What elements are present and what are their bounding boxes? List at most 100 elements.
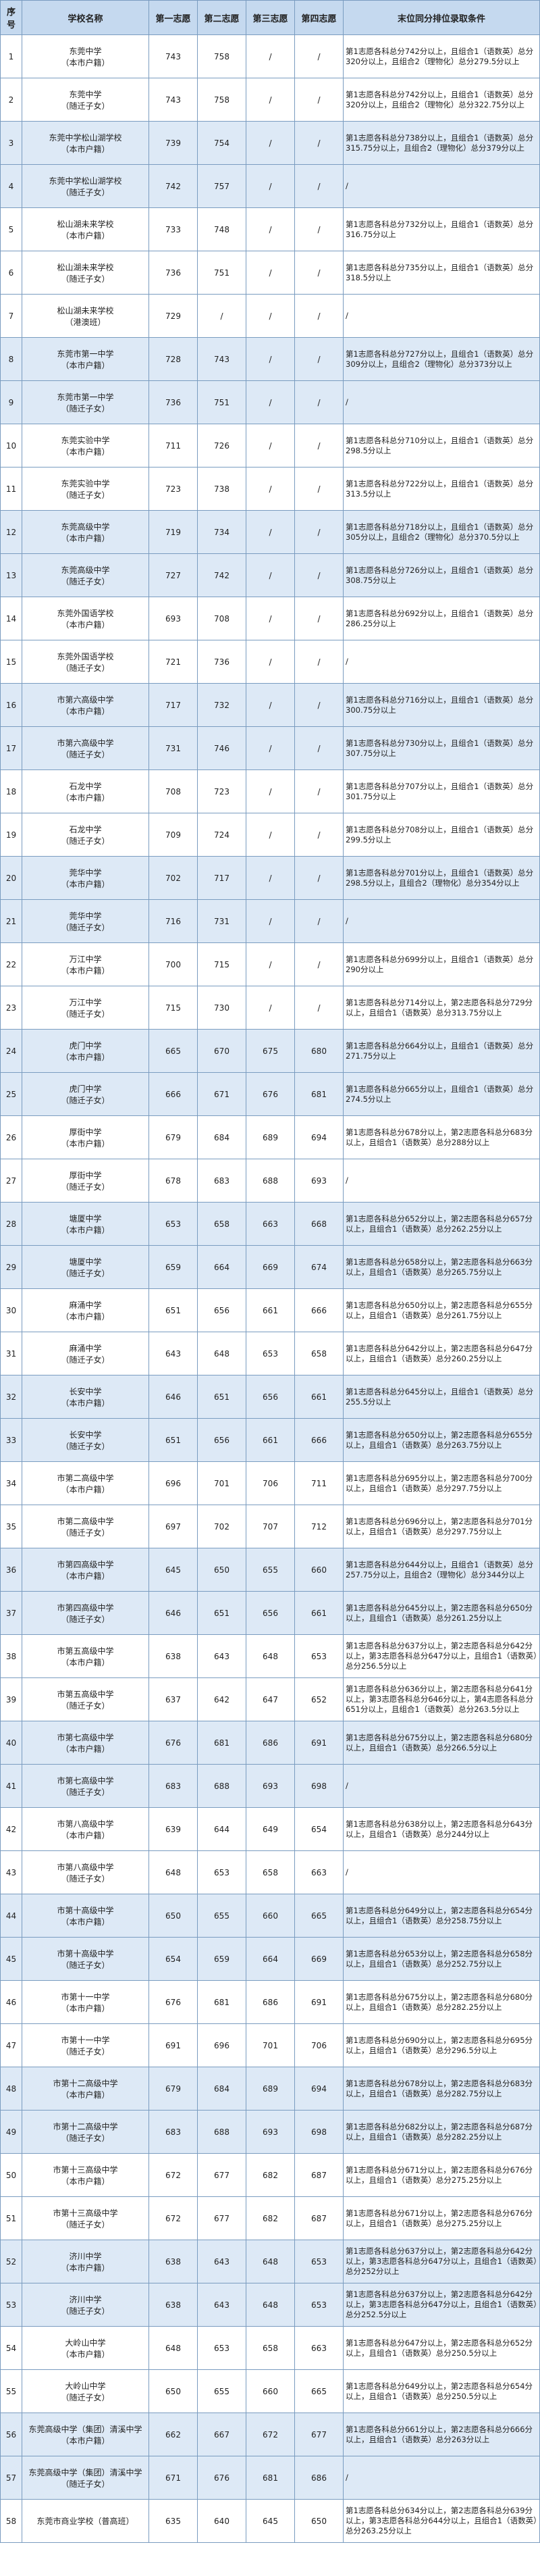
score-cell: 733: [148, 207, 198, 251]
score-cell: /: [246, 553, 295, 597]
school: 麻涌中学: [69, 1300, 102, 1310]
score-cell: 672: [148, 2153, 198, 2197]
row-number: 46: [0, 1980, 22, 2024]
household-type: （本市户籍）: [61, 1225, 110, 1235]
school: 市第七高级中学: [57, 1775, 114, 1786]
school: 东莞高级中学（集团）清溪中学: [28, 2424, 142, 2434]
score-cell: 650: [148, 1894, 198, 1938]
condition-cell: 第1志愿各科总分637分以上，第2志愿各科总分642分以上，第3志愿各科总分64…: [343, 2240, 540, 2283]
score-cell: 751: [197, 380, 246, 424]
score-cell: /: [246, 597, 295, 640]
row-number: 52: [0, 2240, 22, 2283]
household-type: （本市户籍）: [61, 965, 110, 976]
score-cell: /: [294, 337, 344, 381]
score-cell: 672: [246, 2413, 295, 2456]
score-cell: 677: [197, 2153, 246, 2197]
score-cell: 651: [197, 1591, 246, 1635]
score-cell: /: [294, 683, 344, 727]
score-cell: 666: [148, 1072, 198, 1116]
household-type: （本市户籍）: [61, 1484, 110, 1494]
school-name: 市第八高级中学 （本市户籍）: [22, 1807, 149, 1851]
score-cell: 669: [246, 1245, 295, 1289]
score-cell: /: [246, 986, 295, 1030]
score-cell: 683: [148, 2110, 198, 2154]
score-cell: 656: [246, 1591, 295, 1635]
school: 市第六高级中学: [57, 738, 114, 748]
score-cell: 644: [197, 1807, 246, 1851]
row-number: 35: [0, 1505, 22, 1548]
score-cell: 706: [294, 2023, 344, 2067]
table-row: 38 市第五高级中学 （本市户籍） 638 643 648 653 第1志愿各科总分637分以…: [0, 1634, 540, 1678]
school: 厚街中学: [69, 1127, 102, 1137]
score-cell: 742: [197, 553, 246, 597]
school: 东莞市第一中学: [57, 392, 114, 402]
score-cell: /: [294, 986, 344, 1030]
score-cell: 758: [197, 78, 246, 122]
score-cell: 688: [246, 1159, 295, 1203]
score-cell: 643: [197, 2240, 246, 2283]
school: 市第二高级中学: [57, 1473, 114, 1483]
score-cell: 730: [197, 986, 246, 1030]
school-name: 大岭山中学 （随迁子女）: [22, 2369, 149, 2413]
school-name: 市第八高级中学 （随迁子女）: [22, 1850, 149, 1894]
school-name: 市第四高级中学 （随迁子女）: [22, 1591, 149, 1635]
score-cell: 693: [246, 2110, 295, 2154]
score-cell: 681: [197, 1980, 246, 2024]
table-row: 50 市第十三高级中学 （本市户籍） 672 677 682 687 第1志愿各科总分671分…: [0, 2153, 540, 2197]
household-type: （随迁子女）: [61, 1527, 110, 1538]
score-cell: 650: [148, 2369, 198, 2413]
score-cell: /: [294, 510, 344, 554]
table-row: 43 市第八高级中学 （随迁子女） 648 653 658 663/: [0, 1850, 540, 1894]
condition-cell: 第1志愿各科总分634分以上，第2志愿各科总分639分以上，第3志愿各科总分64…: [343, 2499, 540, 2543]
score-cell: 640: [197, 2499, 246, 2543]
school-name: 市第十二高级中学 （本市户籍）: [22, 2067, 149, 2111]
score-cell: 645: [246, 2499, 295, 2543]
school: 市第五高级中学: [57, 1646, 114, 1656]
table-row: 3 东莞中学松山湖学校 （本市户籍） 739 754// 第1志愿各科总分738分以上，且…: [0, 121, 540, 165]
school: 莞华中学: [69, 911, 102, 921]
table-row: 35 市第二高级中学 （随迁子女） 697 702 707 712 第1志愿各科总分696分以…: [0, 1505, 540, 1548]
score-cell: 736: [148, 251, 198, 295]
row-number: 47: [0, 2023, 22, 2067]
school: 市第十一中学: [61, 1992, 110, 2002]
school-name: 东莞中学松山湖学校 （随迁子女）: [22, 164, 149, 208]
household-type: （随迁子女）: [61, 1355, 110, 1365]
household-type: （本市户籍）: [61, 1311, 110, 1321]
condition-cell: 第1志愿各科总分690分以上，第2志愿各科总分695分以上，且组合1（语数英）总…: [343, 2023, 540, 2067]
score-cell: 648: [148, 2326, 198, 2370]
score-cell: 754: [197, 121, 246, 165]
score-cell: 702: [197, 1505, 246, 1548]
household-type: （随迁子女）: [61, 490, 110, 500]
score-cell: 738: [197, 467, 246, 511]
school: 松山湖未来学校: [57, 262, 114, 272]
score-cell: /: [294, 640, 344, 684]
score-cell: 687: [294, 2196, 344, 2240]
household-type: （随迁子女）: [61, 1787, 110, 1797]
school-name: 东莞高级中学（集团）清溪中学 （本市户籍）: [22, 2413, 149, 2456]
score-cell: 654: [148, 1937, 198, 1981]
school: 东莞实验中学: [61, 478, 110, 488]
score-cell: 719: [148, 510, 198, 554]
household-type: （随迁子女）: [61, 101, 110, 111]
score-cell: 721: [148, 640, 198, 684]
score-cell: 679: [148, 1115, 198, 1159]
school-name: 东莞外国语学校 （随迁子女）: [22, 640, 149, 684]
school-name: 长安中学 （本市户籍）: [22, 1375, 149, 1419]
row-number: 34: [0, 1461, 22, 1505]
table-row: 15 东莞外国语学校 （随迁子女） 721 736// /: [0, 640, 540, 684]
score-cell: 638: [148, 1634, 198, 1678]
condition-cell: /: [343, 1159, 540, 1203]
row-number: 41: [0, 1764, 22, 1808]
table-row: 24 虎门中学 （本市户籍） 665 670 675 680 第1志愿各科总分664分以上，且…: [0, 1029, 540, 1073]
score-cell: 663: [246, 1202, 295, 1246]
table-row: 31 麻涌中学 （随迁子女） 643 648 653 658 第1志愿各科总分642分以上，第…: [0, 1332, 540, 1375]
household-type: （随迁子女）: [61, 1614, 110, 1624]
school: 厚街中学: [69, 1170, 102, 1180]
score-cell: 697: [148, 1505, 198, 1548]
score-cell: 663: [294, 2326, 344, 2370]
row-number: 26: [0, 1115, 22, 1159]
row-number: 51: [0, 2196, 22, 2240]
row-number: 10: [0, 424, 22, 468]
school: 万江中学: [69, 954, 102, 964]
row-number: 22: [0, 942, 22, 986]
